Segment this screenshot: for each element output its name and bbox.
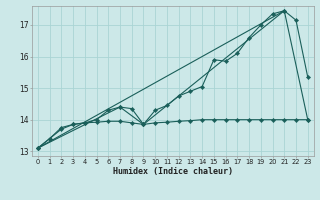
X-axis label: Humidex (Indice chaleur): Humidex (Indice chaleur)	[113, 167, 233, 176]
